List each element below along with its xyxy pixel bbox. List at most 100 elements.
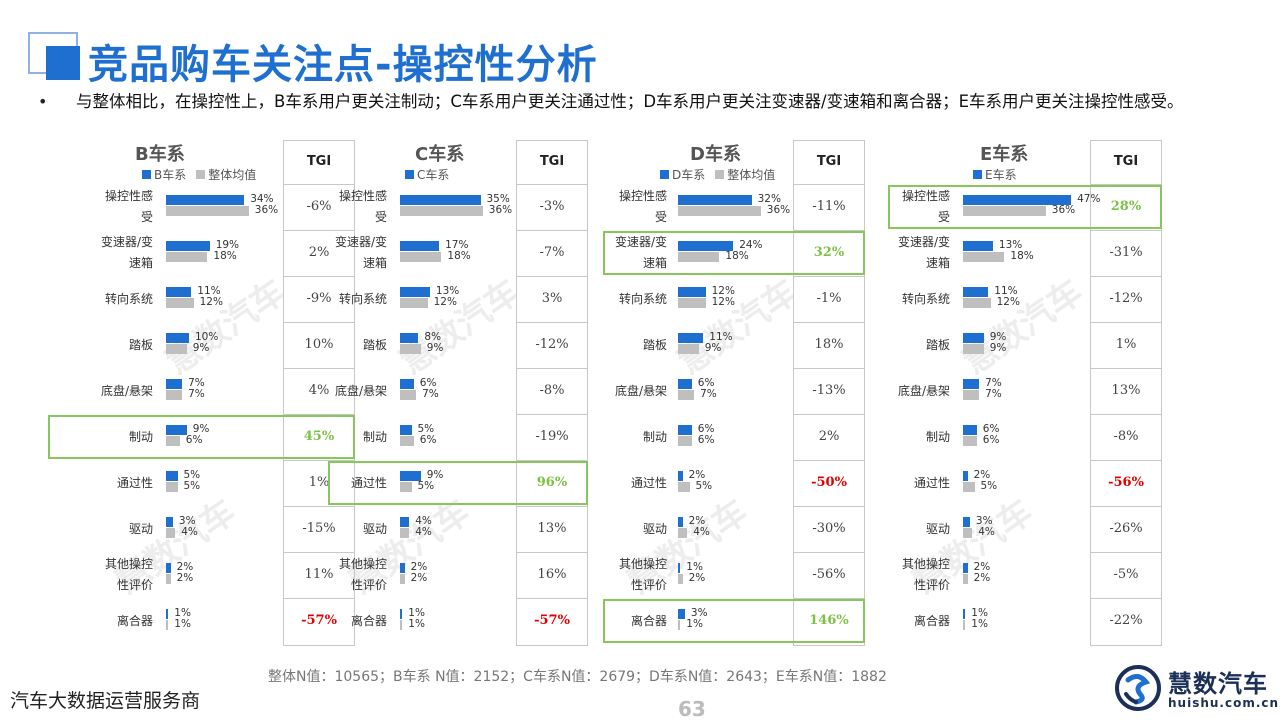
bar-overall [400, 436, 414, 446]
tgi-row-divider [793, 414, 865, 415]
category-label: 其他操控 性评价 [618, 557, 667, 592]
bar-overall [400, 298, 428, 308]
tgi-row-divider [516, 230, 588, 231]
summary-text: 与整体相比，在操控性上，B车系用户更关注制动；C车系用户更关注通过性；D车系用户… [76, 92, 1184, 111]
tgi-value: -57% [534, 613, 570, 628]
tgi-row-divider [1090, 414, 1162, 415]
data-label-overall: 2% [688, 572, 706, 584]
tgi-value: 13% [1111, 383, 1141, 398]
tgi-value: 28% [1110, 199, 1142, 214]
category-label: 底盘/悬架 [897, 383, 950, 398]
bar-overall [400, 344, 421, 354]
data-label-series-1: 32% [757, 193, 781, 205]
chart-panel-1: 慧数汽车 慧数汽车 B车系 B车系 整体均值 TGI 操控性感 受 34% 36% -6% 变速器/… [45, 140, 359, 646]
bar-series-1 [166, 195, 245, 205]
tgi-value: -6% [306, 199, 332, 214]
tgi-row-divider [516, 552, 588, 553]
company-tagline: 汽车大数据运营服务商 [10, 690, 201, 712]
bar-overall [400, 574, 405, 584]
tgi-column [516, 140, 588, 646]
tgi-value: -56% [812, 567, 846, 582]
tgi-value: 11% [304, 567, 334, 582]
data-label-overall: 7% [422, 388, 439, 400]
data-label-overall: 4% [415, 526, 432, 538]
data-label-overall: 36% [1051, 204, 1076, 216]
bar-series-1 [166, 563, 171, 573]
tgi-row-divider [1090, 276, 1162, 277]
bar-overall [166, 482, 178, 492]
data-label-series-1: 2% [688, 469, 706, 481]
logo-url: huishu.com.cn [1168, 696, 1280, 710]
bar-overall [963, 252, 1005, 262]
category-label: 离合器 [913, 613, 950, 628]
tgi-row-divider [283, 368, 355, 369]
bar-series-1 [963, 425, 977, 435]
tgi-row-divider [793, 598, 865, 599]
tgi-value: -5% [1113, 567, 1139, 582]
data-label-overall: 36% [766, 204, 791, 216]
data-label-overall: 36% [254, 204, 279, 216]
data-label-overall: 5% [183, 480, 201, 492]
category-label: 变速器/变 速箱 [897, 235, 950, 270]
bar-series-1 [678, 287, 706, 297]
data-label-series-1: 17% [445, 239, 469, 251]
data-label-overall: 4% [181, 526, 198, 538]
tgi-row-divider [793, 368, 865, 369]
category-label: 底盘/悬架 [100, 383, 153, 398]
tgi-row-divider [516, 368, 588, 369]
tgi-value: 1% [308, 475, 330, 490]
bar-overall [166, 620, 169, 630]
data-label-overall: 6% [697, 434, 715, 446]
data-label-series-1: 10% [195, 331, 219, 343]
highlight-box [328, 461, 588, 505]
data-label-series-1: 11% [994, 285, 1018, 297]
watermark-text: 慧数汽车 [392, 271, 528, 383]
legend-label: 整体均值 [727, 168, 776, 182]
bar-series-1 [166, 609, 169, 619]
tgi-value: 16% [537, 567, 567, 582]
tgi-row-divider [1090, 322, 1162, 323]
chart-title: D车系 [690, 144, 741, 165]
data-label-series-1: 35% [486, 193, 510, 205]
data-label-overall: 18% [725, 250, 749, 262]
category-label: 操控性感 受 [618, 189, 667, 224]
data-label-series-1: 2% [410, 561, 428, 573]
bar-series-1 [678, 195, 752, 205]
data-label-series-1: 34% [250, 193, 274, 205]
tgi-row-divider [1090, 506, 1162, 507]
bar-series-1 [400, 563, 405, 573]
bar-overall [963, 344, 984, 354]
category-label: 通过性 [350, 475, 387, 490]
data-label-overall: 2% [176, 572, 194, 584]
tgi-value: 3% [541, 291, 563, 306]
data-label-overall: 18% [213, 250, 237, 262]
category-label: 转向系统 [901, 291, 950, 306]
sample-size-footnote: 整体N值：10565；B车系 N值：2152；C车系N值：2679；D车系N值：… [268, 669, 887, 685]
bar-series-1 [166, 241, 210, 251]
tgi-row-divider [793, 552, 865, 553]
legend-label: D车系 [672, 168, 706, 182]
tgi-row-divider [793, 184, 865, 185]
data-label-series-1: 3% [178, 515, 196, 527]
bar-overall [963, 482, 975, 492]
data-label-series-1: 11% [197, 285, 221, 297]
bar-series-1 [400, 517, 410, 527]
data-label-series-1: 11% [709, 331, 733, 343]
tgi-row-divider [516, 322, 588, 323]
tgi-row-divider [516, 598, 588, 599]
data-label-overall: 4% [978, 526, 995, 538]
tgi-value: -13% [812, 383, 846, 398]
category-label: 制动 [362, 429, 387, 444]
bar-series-1 [400, 471, 421, 481]
data-label-series-1: 12% [711, 285, 735, 297]
data-label-series-1: 8% [424, 331, 442, 343]
category-label: 制动 [128, 429, 153, 444]
tgi-value: 32% [813, 245, 845, 260]
category-label: 底盘/悬架 [614, 383, 667, 398]
category-label: 其他操控 性评价 [901, 557, 950, 592]
data-label-series-1: 6% [419, 377, 437, 389]
legend-swatch [142, 170, 151, 179]
bar-series-1 [400, 333, 419, 343]
bar-series-1 [678, 563, 681, 573]
data-label-series-1: 7% [188, 377, 205, 389]
